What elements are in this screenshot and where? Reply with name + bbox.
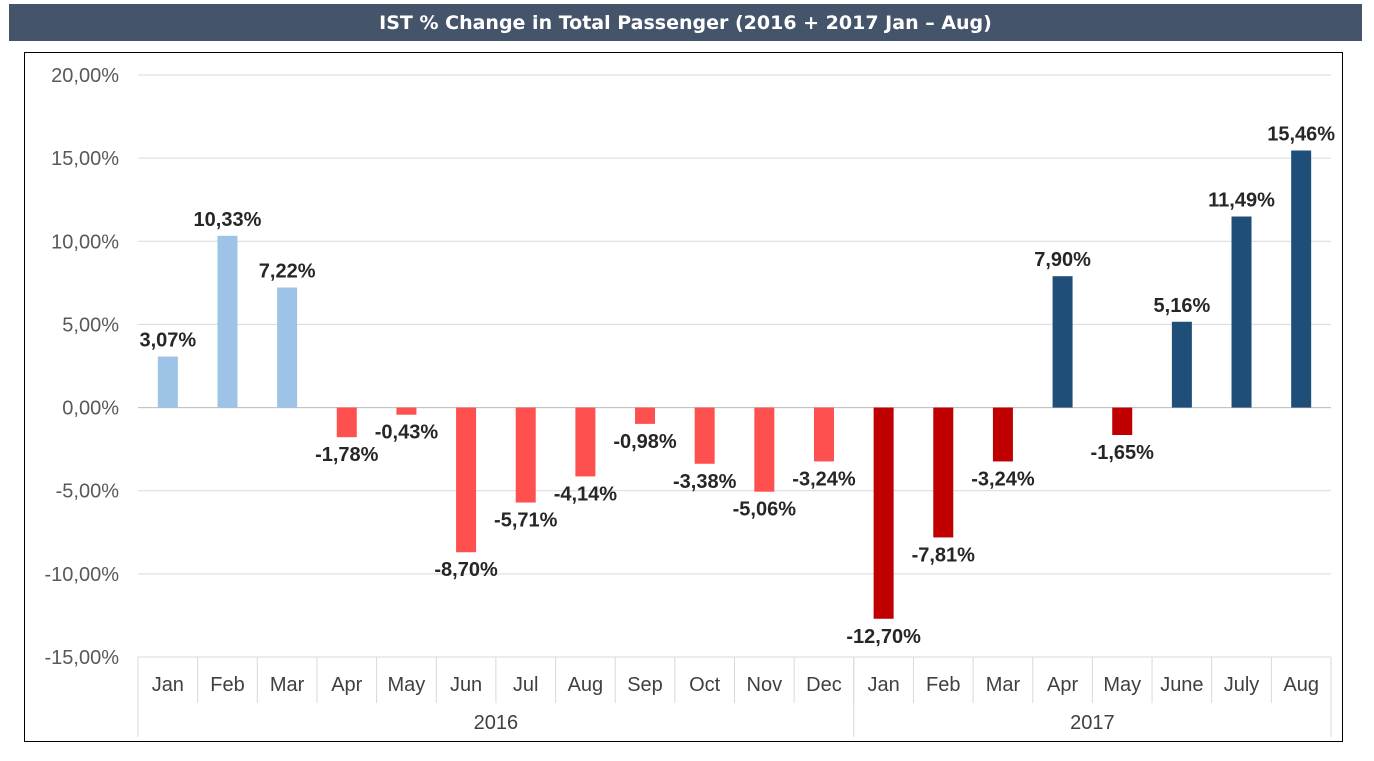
x-tick-label: Apr [1047,674,1078,696]
x-tick-label: Jan [152,674,184,696]
bar [992,407,1013,462]
y-tick-label: -5,00% [56,481,120,503]
data-label: -4,14% [554,483,618,505]
x-tick-label: July [1224,674,1260,696]
data-label: -3,38% [673,471,737,493]
x-tick-label: Feb [926,674,960,696]
data-label: -12,70% [846,626,921,648]
x-tick-label: Jul [513,674,539,696]
x-tick-label: May [1103,674,1141,696]
group-label: 2017 [1070,712,1115,734]
bar [813,407,834,462]
bar [635,407,656,424]
bar [754,407,775,492]
data-label: -3,24% [971,468,1035,490]
data-label: -0,98% [613,431,677,453]
bar [873,407,894,619]
chart-title-bar: IST % Change in Total Passenger (2016 + … [9,4,1362,41]
x-tick-label: Aug [568,674,604,696]
x-tick-label: Apr [331,674,362,696]
data-label: 10,33% [194,209,262,231]
y-tick-label: 20,00% [51,65,119,87]
data-label: 7,22% [259,261,316,283]
y-tick-label: 5,00% [62,314,119,336]
data-label: -3,24% [792,468,856,490]
bar [575,407,596,477]
bar [515,407,536,503]
bar [1052,276,1073,408]
x-tick-label: June [1160,674,1203,696]
data-label: -1,78% [315,444,379,466]
x-tick-label: Aug [1283,674,1319,696]
y-tick-label: 10,00% [51,231,119,253]
x-tick-label: Jan [868,674,900,696]
data-label: 7,90% [1034,249,1091,271]
data-label: 5,16% [1154,295,1211,317]
y-tick-label: 0,00% [62,398,119,420]
bar [1231,216,1252,408]
x-tick-label: Mar [270,674,305,696]
x-tick-label: Jun [450,674,482,696]
x-tick-label: Mar [986,674,1021,696]
bar [1112,407,1133,436]
bar [933,407,954,538]
bar [1171,321,1192,408]
y-tick-label: 15,00% [51,148,119,170]
x-tick-label: May [388,674,426,696]
x-tick-label: Nov [747,674,783,696]
data-label: -1,65% [1091,442,1155,464]
x-tick-label: Sep [627,674,663,696]
data-label: -0,43% [375,422,439,444]
data-label: 3,07% [139,330,196,352]
y-tick-label: -10,00% [45,564,120,586]
chart-title: IST % Change in Total Passenger (2016 + … [379,11,992,34]
bar [456,407,477,553]
data-label: 15,46% [1267,123,1335,145]
data-label: -8,70% [434,559,498,581]
data-label: -7,81% [912,544,976,566]
x-tick-label: Oct [689,674,721,696]
bar [157,356,178,408]
bar [1291,150,1312,408]
bar [694,407,715,464]
x-tick-label: Dec [806,674,842,696]
group-label: 2016 [474,712,519,734]
y-tick-label: -15,00% [45,647,120,669]
data-label: 11,49% [1208,190,1275,212]
bar [277,287,298,408]
bar [336,407,357,438]
data-label: -5,71% [494,510,558,532]
x-tick-label: Feb [210,674,244,696]
bar [217,235,238,408]
bar [396,407,417,415]
data-label: -5,06% [733,499,797,521]
chart-frame: 20,00% 15,00% 10,00% 5,00% 0,00% -5,00% -10,00… [24,52,1343,742]
bar-chart: 20,00% 15,00% 10,00% 5,00% 0,00% -5,00% -10,00… [45,65,1335,737]
